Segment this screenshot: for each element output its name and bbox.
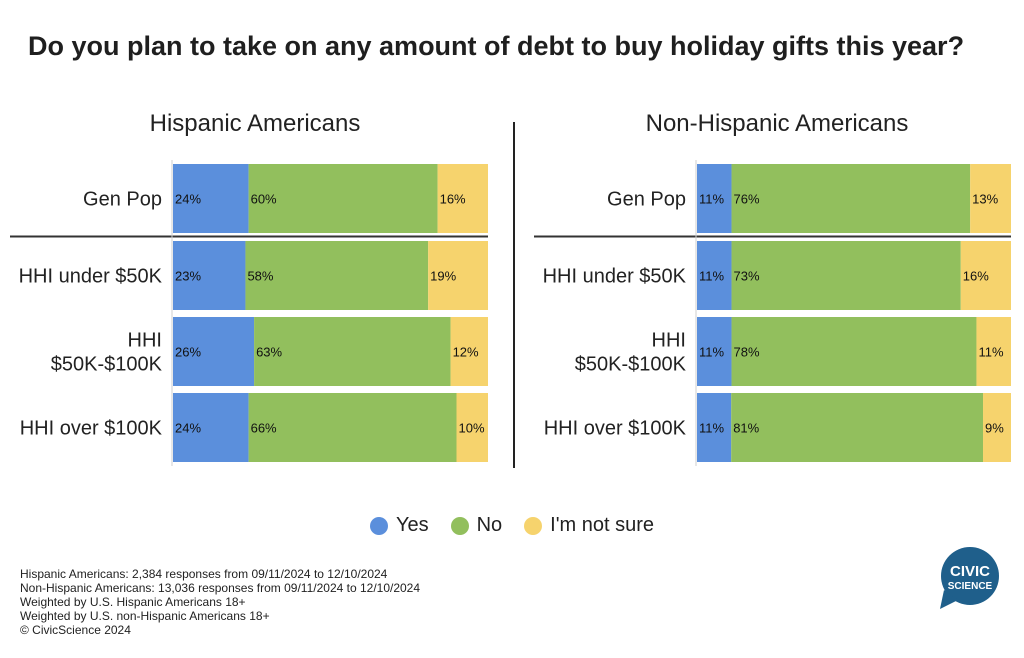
- bar-segment-yes: [173, 241, 246, 310]
- bar-segment-yes: [697, 393, 732, 462]
- bar-segment-yes: [173, 164, 249, 233]
- data-label-not-sure: 9%: [985, 421, 1004, 436]
- bar-segment-no: [731, 393, 984, 462]
- bar-segment-no: [248, 393, 457, 462]
- footnote-copyright: © CivicScience 2024: [20, 623, 131, 637]
- footnote-hispanic-weighting: Weighted by U.S. Hispanic Americans 18+: [20, 595, 246, 609]
- bar-segment-yes: [697, 317, 732, 386]
- data-label-yes: 24%: [175, 421, 201, 436]
- bar-segment-no: [245, 241, 429, 310]
- data-label-no: 73%: [734, 269, 760, 284]
- panel-title: Hispanic Americans: [150, 110, 361, 137]
- category-label: HHI over $100K: [544, 418, 687, 440]
- data-label-yes: 11%: [699, 269, 724, 284]
- bar-segment-no: [248, 164, 438, 233]
- bar-segment-not-sure: [960, 241, 1011, 310]
- legend-swatch-no: [450, 516, 469, 535]
- data-label-no: 58%: [247, 269, 273, 284]
- civicscience-logo: CIVIC SCIENCE: [940, 547, 999, 609]
- legend-swatch-yes: [369, 516, 388, 535]
- bar-segment-not-sure: [437, 164, 488, 233]
- category-label: HHI $50K-$100K: [51, 330, 163, 376]
- data-label-no: 81%: [733, 421, 759, 436]
- category-label: Gen Pop: [607, 189, 686, 211]
- legend-label-no: No: [476, 514, 503, 536]
- category-label: HHI under $50K: [19, 266, 163, 288]
- chart-title: Do you plan to take on any amount of deb…: [28, 31, 965, 61]
- logo-text-civic: CIVIC: [950, 563, 990, 580]
- bar-segment-not-sure: [976, 317, 1011, 386]
- footnote-non-hispanic-sample: Non-Hispanic Americans: 13,036 responses…: [20, 581, 421, 595]
- chart-panel-non-hispanic: Non-Hispanic Americans Gen Pop 11% 76% 13% HH…: [534, 110, 1011, 466]
- bar-segment-not-sure: [970, 164, 1011, 233]
- bar-segment-no: [731, 241, 961, 310]
- bar-segment-yes: [173, 317, 255, 386]
- data-label-no: 63%: [256, 345, 282, 360]
- panel-title: Non-Hispanic Americans: [646, 110, 909, 137]
- bar-segment-yes: [697, 164, 732, 233]
- data-label-not-sure: 16%: [963, 269, 989, 284]
- data-label-no: 78%: [734, 345, 760, 360]
- legend-swatch-not-sure: [524, 516, 543, 535]
- chart-area: Hispanic Americans Gen Pop 24% 60% 16% HHI un…: [10, 110, 1011, 468]
- data-label-yes: 24%: [175, 192, 201, 207]
- legend-item-no: No: [450, 514, 503, 537]
- data-label-no: 66%: [251, 421, 277, 436]
- legend-item-not-sure: I'm not sure: [524, 514, 654, 537]
- legend: Yes No I'm not sure: [0, 514, 1024, 537]
- data-label-yes: 26%: [175, 345, 201, 360]
- bar-segment-not-sure: [428, 241, 488, 310]
- data-label-not-sure: 13%: [972, 192, 998, 207]
- bar-segment-not-sure: [450, 317, 488, 386]
- data-label-yes: 11%: [699, 421, 724, 436]
- data-label-not-sure: 12%: [453, 345, 479, 360]
- legend-item-yes: Yes: [369, 514, 429, 537]
- bar-segment-yes: [697, 241, 732, 310]
- footnote-hispanic-sample: Hispanic Americans: 2,384 responses from…: [20, 567, 388, 581]
- data-label-not-sure: 11%: [978, 345, 1003, 360]
- data-label-not-sure: 16%: [440, 192, 466, 207]
- category-label: HHI over $100K: [20, 418, 163, 440]
- category-label: HHI under $50K: [543, 266, 687, 288]
- legend-label-not-sure: I'm not sure: [550, 514, 655, 536]
- category-label: HHI $50K-$100K: [575, 330, 687, 376]
- data-label-yes: 11%: [699, 192, 724, 207]
- bar-segment-no: [731, 164, 971, 233]
- data-label-not-sure: 19%: [430, 269, 456, 284]
- bar-segment-yes: [173, 393, 249, 462]
- data-label-not-sure: 10%: [459, 421, 485, 436]
- footnote-non-hispanic-weighting: Weighted by U.S. non-Hispanic Americans …: [20, 609, 270, 623]
- footnotes: Hispanic Americans: 2,384 responses from…: [20, 567, 420, 637]
- category-label: Gen Pop: [83, 189, 162, 211]
- data-label-yes: 11%: [699, 345, 724, 360]
- data-label-yes: 23%: [175, 269, 201, 284]
- bar-segment-no: [254, 317, 451, 386]
- bar-segment-not-sure: [983, 393, 1011, 462]
- chart-panel-hispanic: Hispanic Americans Gen Pop 24% 60% 16% HHI un…: [10, 110, 488, 466]
- data-label-no: 60%: [251, 192, 277, 207]
- logo-text-science: SCIENCE: [948, 581, 993, 592]
- bar-segment-no: [731, 317, 977, 386]
- legend-label-yes: Yes: [395, 514, 429, 536]
- data-label-no: 76%: [734, 192, 760, 207]
- bar-segment-not-sure: [456, 393, 488, 462]
